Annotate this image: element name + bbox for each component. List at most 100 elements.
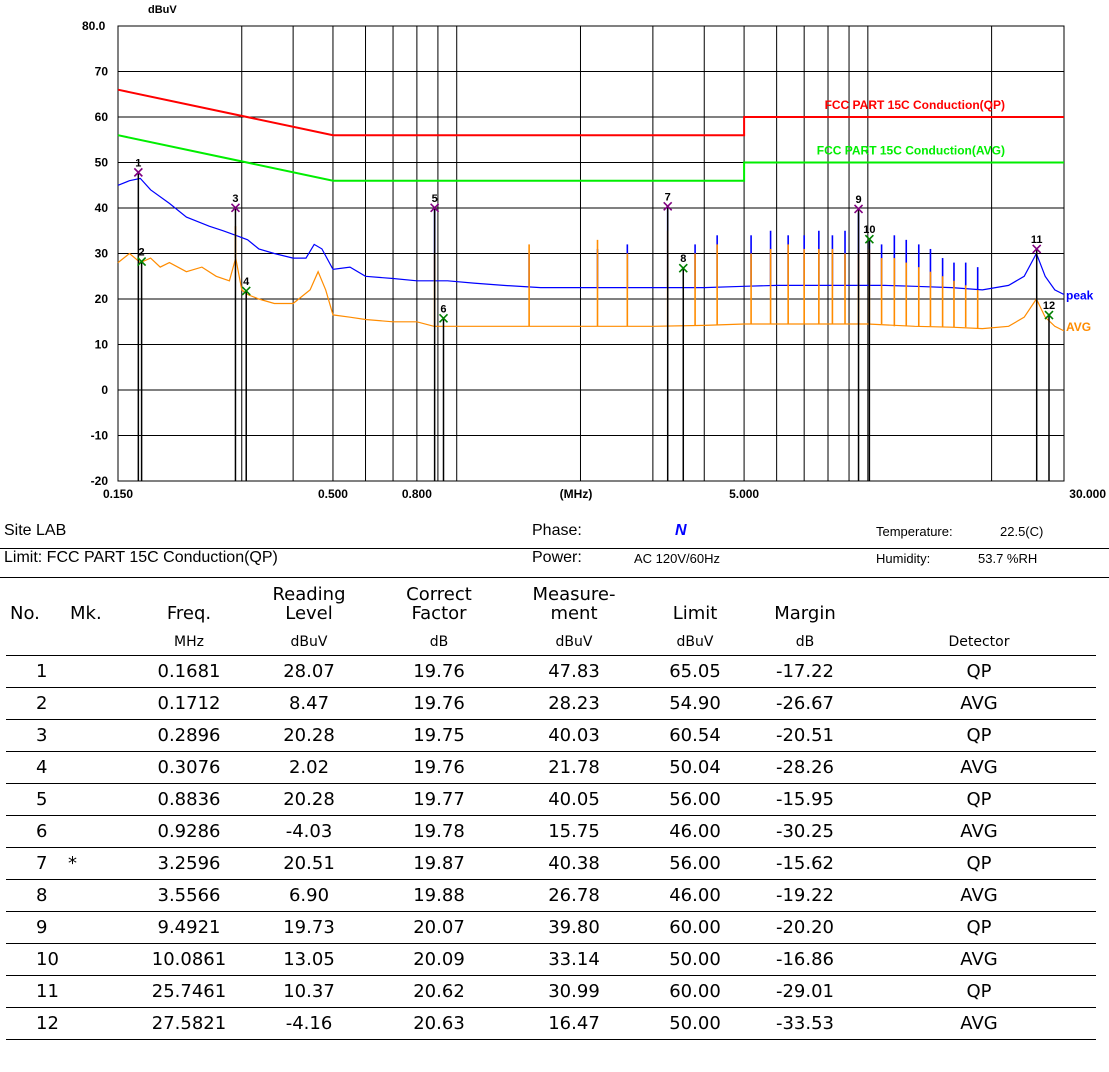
row-freq: 3.5566 [132,879,246,912]
row-freq: 0.8836 [132,783,246,816]
row-mk: * [68,847,132,880]
limit-lines: FCC PART 15C Conduction(QP) FCC PART 15C … [117,88,1064,182]
row-measure: 40.38 [506,847,642,880]
unit-no [6,629,68,656]
row-margin: -20.51 [748,719,862,752]
row-no: 7 [6,847,68,880]
row-margin: -26.67 [748,687,862,720]
row-no: 9 [6,911,68,944]
phase-label: Phase: [532,522,582,539]
row-correct: 20.63 [372,1007,506,1040]
row-correct: 19.77 [372,783,506,816]
marker-x [438,313,449,323]
humidity-value: 53.7 %RH [978,551,1038,566]
row-limit: 60.54 [642,719,748,752]
site-label: Site LAB [4,522,67,539]
unit-freq: MHz [132,629,246,656]
row-no: 8 [6,879,68,912]
col-correct: Correct Factor [406,584,472,624]
row-measure: 40.03 [506,719,642,752]
table-row: 12 27.5821 -4.16 20.63 16.47 50.00 -33.53 AVG [6,1007,1096,1040]
row-detector: AVG [862,687,1096,720]
col-measure: Measure-ment [532,584,616,624]
row-no: 1 [6,655,68,688]
table-row: 11 25.7461 10.37 20.62 30.99 60.00 -29.01 QP [6,975,1096,1008]
qp-limit-label: FCC PART 15C Conduction(QP) [825,98,1005,112]
row-reading: 20.28 [246,783,372,816]
row-margin: -20.20 [748,911,862,944]
row-mk [68,815,132,848]
avg-label: AVG [1066,320,1091,334]
table-row: 9 9.4921 19.73 20.07 39.80 60.00 -20.20 QP [6,911,1096,944]
row-reading: 10.37 [246,975,372,1008]
power-label: Power: [532,549,582,566]
phase-value: N [675,522,687,539]
row-no: 2 [6,687,68,720]
marker-label: 8 [680,253,686,265]
x-tick-label: 0.500 [318,487,348,501]
row-no: 4 [6,751,68,784]
row-margin: -28.26 [748,751,862,784]
row-correct: 19.88 [372,879,506,912]
row-detector: AVG [862,751,1096,784]
humidity-label: Humidity: [876,551,931,566]
table-row: 5 0.8836 20.28 19.77 40.05 56.00 -15.95 QP [6,783,1096,816]
row-detector: AVG [862,943,1096,976]
y-tick-label: 0 [101,383,108,397]
y-tick-label: 10 [95,338,109,352]
marker-label: 7 [665,191,671,203]
unit-measure: dBuV [506,629,642,656]
y-tick-label: 80.0 [82,19,106,33]
row-reading: 28.07 [246,655,372,688]
test-info: Site LAB Phase: N Temperature: 22.5(C) L… [0,520,1109,576]
row-no: 6 [6,815,68,848]
row-mk [68,943,132,976]
row-measure: 39.80 [506,911,642,944]
row-measure: 40.05 [506,783,642,816]
row-limit: 56.00 [642,783,748,816]
table-top-rule [0,577,1109,578]
x-tick-label: 5.000 [729,487,759,501]
row-limit: 46.00 [642,815,748,848]
row-mk [68,655,132,688]
unit-reading: dBuV [246,629,372,656]
row-detector: AVG [862,815,1096,848]
y-tick-label: 50 [95,156,109,170]
marker-label: 6 [440,303,446,315]
row-reading: 8.47 [246,687,372,720]
marker-label: 11 [1031,234,1043,246]
temperature-value: 22.5(C) [1000,524,1044,539]
row-margin: -15.62 [748,847,862,880]
row-measure: 26.78 [506,879,642,912]
y-tick-label: -20 [91,474,109,488]
row-measure: 15.75 [506,815,642,848]
row-detector: QP [862,655,1096,688]
limit-label: Limit: FCC PART 15C Conduction(QP) [4,549,278,566]
row-detector: QP [862,783,1096,816]
row-limit: 65.05 [642,655,748,688]
row-correct: 19.76 [372,751,506,784]
row-no: 12 [6,1007,68,1040]
row-freq: 3.2596 [132,847,246,880]
col-limit: Limit [672,603,718,624]
row-reading: -4.16 [246,1007,372,1040]
unit-mk [68,629,132,656]
results-table: No. Mk. Freq. Reading Level Correct Factor… [6,582,1096,1040]
y-unit-label: dBuV [148,4,177,16]
row-mk [68,719,132,752]
row-freq: 9.4921 [132,911,246,944]
row-detector: QP [862,975,1096,1008]
marker-label: 5 [432,193,438,205]
row-mk [68,783,132,816]
col-freq: Freq. [166,603,212,624]
row-freq: 27.5821 [132,1007,246,1040]
row-correct: 19.78 [372,815,506,848]
row-margin: -17.22 [748,655,862,688]
table-row: 3 0.2896 20.28 19.75 40.03 60.54 -20.51 QP [6,719,1096,752]
axis-labels: 80.0 70 60 50 40 30 20 10 0 -10 -20 dBuV 0.150 0.500 0… [82,4,1106,501]
row-mk [68,911,132,944]
marker-label: 4 [243,276,250,288]
row-limit: 56.00 [642,847,748,880]
units-row: MHz dBuV dB dBuV dBuV dB Detector [6,629,1096,656]
